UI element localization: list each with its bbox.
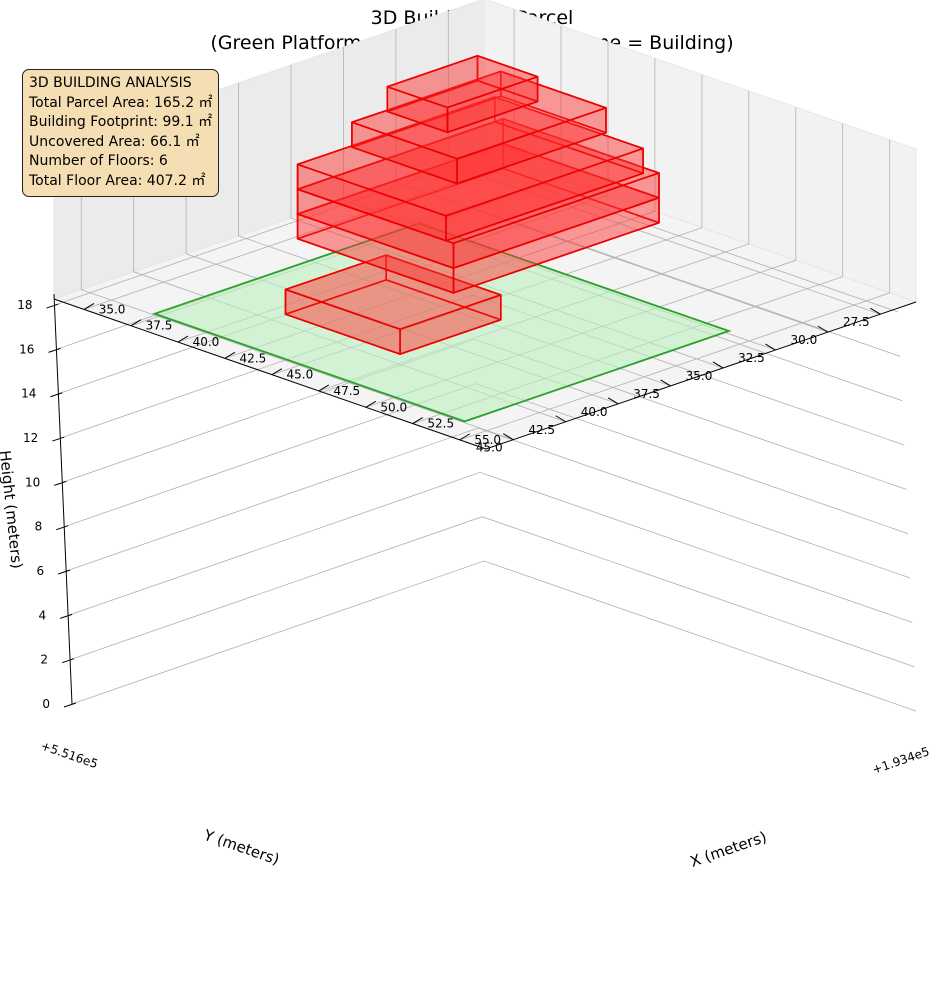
grid-line-z — [54, 161, 899, 313]
z-tick-mark — [52, 436, 65, 442]
y-tick-mark — [817, 325, 829, 333]
z-tick-label: 12 — [23, 431, 38, 445]
y-tick-label: 30.0 — [791, 333, 818, 347]
z-tick-label: 18 — [17, 298, 32, 312]
x-tick-label: 37.5 — [146, 319, 173, 333]
y-tick-mark — [870, 307, 881, 315]
building-floor-4 — [296, 96, 644, 242]
y-tick-label: 42.5 — [528, 423, 555, 437]
z-tick-mark — [59, 613, 73, 619]
building-floor-2 — [296, 142, 660, 294]
z-tick-mark — [54, 480, 67, 486]
z-tick-mark — [61, 658, 75, 664]
x-tick-mark — [130, 319, 142, 327]
x-axis-line — [53, 298, 487, 450]
parcel-platform — [151, 222, 732, 423]
z-tick-label: 4 — [38, 608, 46, 622]
info-box: 3D BUILDING ANALYSIS Total Parcel Area: … — [22, 69, 219, 197]
x-tick-label: 55.0 — [474, 433, 501, 447]
y-tick-label: 45.0 — [476, 441, 503, 455]
z-tick-label: 16 — [19, 342, 34, 356]
info-parcel-area: Total Parcel Area: 165.2 ㎡ — [29, 94, 213, 111]
y-tick-mark — [607, 397, 619, 405]
z-tick-mark — [63, 702, 77, 708]
x-tick-mark — [318, 384, 330, 392]
grid-line-y — [395, 29, 829, 333]
info-footprint: Building Footprint: 99.1 ㎡ — [29, 114, 213, 130]
z-tick-mark — [50, 392, 63, 398]
x-tick-label: 35.0 — [99, 302, 126, 316]
x-tick-label: 50.0 — [380, 400, 407, 414]
x-tick-mark — [224, 351, 236, 359]
x-tick-label: 47.5 — [333, 384, 360, 398]
x-tick-mark — [177, 335, 189, 343]
x-tick-label: 52.5 — [427, 417, 454, 431]
info-floor-area: Total Floor Area: 407.2 ㎡ — [29, 172, 206, 189]
y-tick-label: 32.5 — [738, 351, 765, 365]
z-tick-mark — [58, 569, 71, 575]
grid-line-z — [66, 427, 911, 579]
info-heading: 3D BUILDING ANALYSIS — [29, 75, 192, 91]
y-offset-label: +5.516e5 — [39, 739, 100, 772]
z-axis-line — [53, 293, 73, 705]
z-tick-mark — [56, 525, 69, 531]
y-tick-mark — [555, 415, 566, 423]
building-floor-1 — [284, 254, 502, 355]
y-axis-label: Y (meters) — [201, 826, 282, 869]
grid-line-x — [83, 9, 515, 310]
x-axis-label: X (meters) — [688, 828, 769, 871]
x-tick-mark — [412, 417, 424, 424]
y-tick-mark — [660, 379, 671, 387]
building-face — [386, 54, 539, 109]
z-tick-label: 10 — [25, 475, 40, 489]
axis-labels: X (meters) Y (meters) Height (meters) — [0, 449, 769, 870]
z-tick-label: 6 — [37, 564, 45, 578]
axis-lines — [46, 293, 917, 708]
x-tick-label: 42.5 — [240, 351, 267, 365]
x-tick-label: 40.0 — [193, 335, 220, 349]
building-floor-5 — [351, 70, 607, 185]
grid-line-x — [459, 139, 891, 441]
grid-line-y — [447, 11, 881, 315]
grid-line-z — [67, 471, 913, 623]
building-floor-6 — [386, 54, 539, 134]
y-tick-label: 37.5 — [633, 387, 660, 401]
z-tick-mark — [46, 303, 59, 309]
x-tick-mark — [365, 400, 377, 408]
parcel-layer — [151, 222, 732, 423]
building-face — [284, 254, 502, 331]
z-tick-label: 8 — [35, 520, 43, 534]
x-tick-mark — [83, 303, 95, 310]
y-tick-mark — [765, 343, 776, 351]
z-tick-label: 2 — [40, 653, 48, 667]
y-axis-line — [485, 301, 917, 450]
y-tick-mark — [712, 361, 724, 369]
y-tick-label: 40.0 — [581, 405, 608, 419]
grid-line-z — [69, 516, 915, 668]
z-axis-label: Height (meters) — [0, 449, 26, 569]
building-face — [351, 70, 607, 160]
info-floors: Number of Floors: 6 — [29, 153, 168, 169]
y-tick-label: 35.0 — [686, 369, 713, 383]
x-offset-label: +1.934e5 — [870, 744, 931, 777]
x-tick-label: 45.0 — [287, 368, 314, 382]
grid-line-z — [71, 560, 917, 712]
z-tick-mark — [48, 347, 61, 353]
x-tick-mark — [271, 368, 283, 376]
x-tick-mark — [459, 433, 470, 441]
building-layer — [284, 54, 660, 355]
z-tick-label: 14 — [21, 387, 36, 401]
y-tick-label: 27.5 — [843, 315, 870, 329]
z-tick-label: 0 — [42, 697, 50, 711]
y-tick-mark — [503, 433, 514, 441]
info-uncovered: Uncovered Area: 66.1 ㎡ — [29, 133, 200, 150]
building-face — [296, 96, 644, 217]
